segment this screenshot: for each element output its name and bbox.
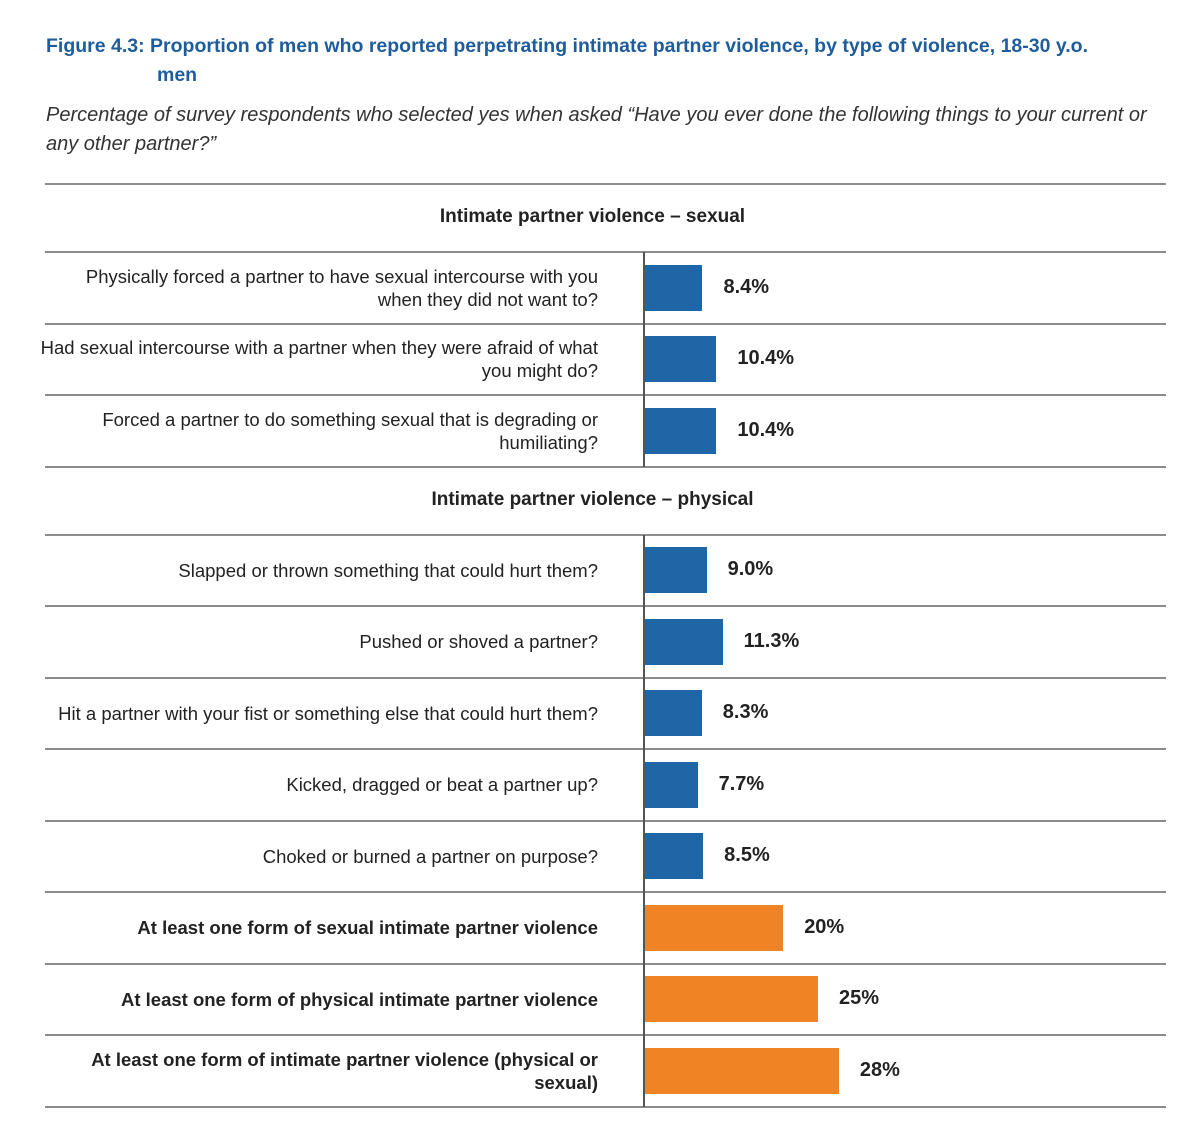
rule — [45, 533, 1166, 536]
category-label: Slapped or thrown something that could h… — [178, 559, 598, 581]
value-label: 10.4% — [737, 347, 795, 370]
bar — [644, 264, 703, 311]
axis-line — [643, 252, 645, 467]
rule — [45, 891, 1166, 893]
category-label: Forced a partner to do something sexual … — [102, 408, 598, 453]
bar — [644, 547, 707, 594]
category-label: Hit a partner with your fist or somethin… — [58, 702, 598, 724]
rule — [45, 605, 1166, 607]
value-label: 7.7% — [718, 772, 765, 795]
bar — [644, 336, 717, 383]
value-label: 8.3% — [722, 701, 769, 724]
value-label: 9.0% — [727, 558, 774, 581]
rule — [45, 819, 1166, 822]
bar — [644, 976, 818, 1023]
section-title: Intimate partner violence – physical — [431, 488, 754, 510]
value-label: 11.3% — [743, 629, 800, 652]
bar — [644, 1047, 839, 1094]
bar — [644, 690, 702, 737]
bar — [644, 761, 698, 808]
rule — [45, 748, 1166, 750]
category-label: Physically forced a partner to have sexu… — [85, 265, 598, 310]
rule — [45, 251, 1166, 253]
rule — [45, 1105, 1166, 1108]
value-label: 8.5% — [724, 844, 770, 867]
value-label: 20% — [804, 915, 845, 938]
axis-line — [643, 892, 645, 1107]
bar — [644, 904, 784, 951]
category-label: At least one form of intimate partner vi… — [91, 1048, 598, 1093]
category-label: At least one form of sexual intimate par… — [137, 917, 598, 939]
section-title: Intimate partner violence – sexual — [439, 206, 746, 227]
value-label: 28% — [859, 1058, 900, 1081]
rule — [45, 676, 1166, 679]
category-label: Had sexual intercourse with a partner wh… — [40, 337, 598, 382]
axis-line — [643, 534, 645, 892]
category-label: Kicked, dragged or beat a partner up? — [286, 774, 598, 796]
value-label: 8.4% — [723, 275, 770, 298]
value-label: 25% — [839, 987, 880, 1010]
value-label: 10.4% — [737, 418, 795, 441]
chart-title: Figure 4.3: Proportion of men who report… — [46, 35, 1089, 86]
rule — [45, 322, 1166, 325]
rule — [45, 465, 1166, 468]
category-label: Choked or burned a partner on purpose? — [262, 845, 598, 867]
category-label: At least one form of physical intimate p… — [120, 988, 598, 1010]
bar — [644, 833, 704, 880]
rule — [45, 962, 1166, 965]
rule — [45, 1034, 1166, 1036]
chart-subtitle: Percentage of survey respondents who sel… — [46, 104, 1147, 155]
rule — [45, 394, 1166, 396]
bar — [644, 618, 723, 665]
rule — [45, 183, 1166, 185]
category-label: Pushed or shoved a partner? — [359, 631, 598, 653]
bar — [644, 407, 717, 454]
